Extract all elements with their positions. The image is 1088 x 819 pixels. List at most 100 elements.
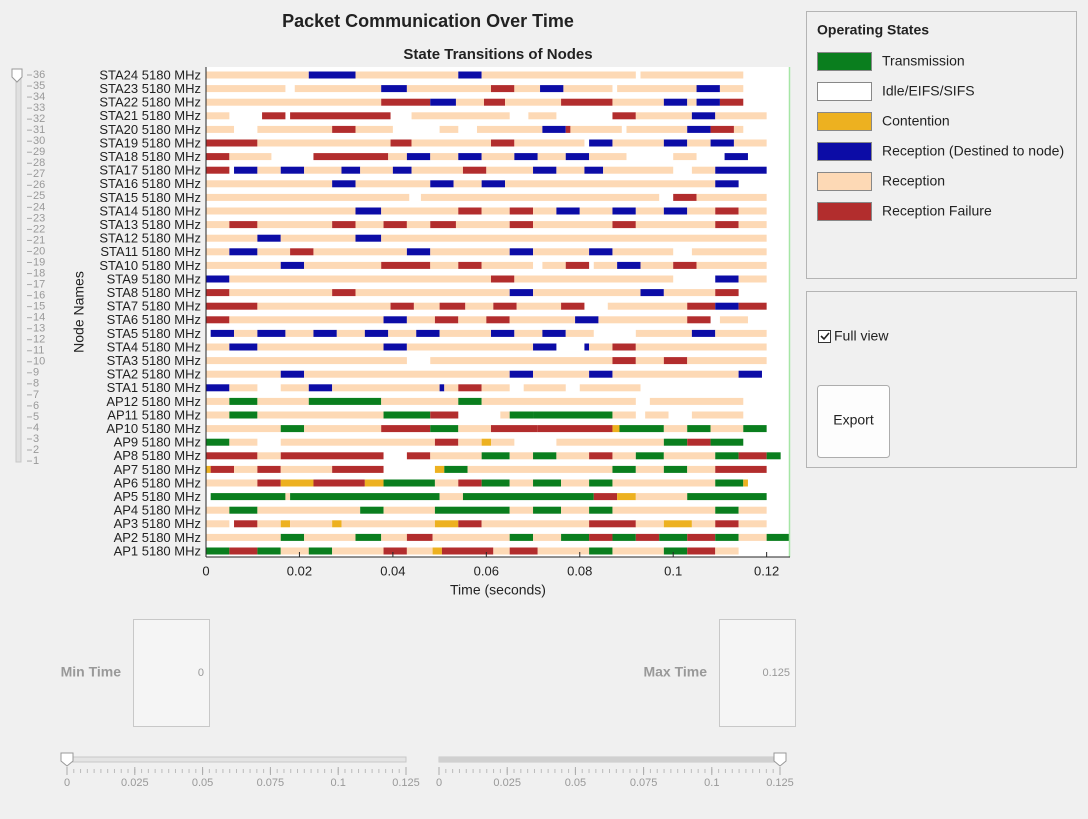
state-segment xyxy=(617,85,697,93)
state-segment xyxy=(257,329,286,337)
state-segment xyxy=(257,465,281,473)
state-segment xyxy=(537,153,566,161)
state-segment xyxy=(691,166,716,174)
state-segment xyxy=(533,370,590,378)
state-segment xyxy=(481,180,506,188)
state-segment xyxy=(432,533,510,541)
state-segment xyxy=(593,261,618,269)
export-label[interactable]: Export xyxy=(833,412,874,428)
row-slider-track[interactable] xyxy=(15,69,22,463)
state-segment xyxy=(458,425,491,433)
max-time-value[interactable]: 0.125 xyxy=(762,667,790,679)
state-segment xyxy=(294,85,382,93)
state-segment xyxy=(383,411,431,419)
state-segment xyxy=(719,98,744,106)
state-segment xyxy=(280,465,333,473)
row-label: STA9 5180 MHz xyxy=(107,271,201,286)
row-label: STA18 5180 MHz xyxy=(99,149,201,164)
state-segment xyxy=(206,248,230,256)
row-slider-label: 6 xyxy=(33,400,39,412)
state-segment xyxy=(229,289,333,297)
state-segment xyxy=(206,452,258,460)
state-segment xyxy=(355,125,393,133)
state-segment xyxy=(715,166,767,174)
state-segment xyxy=(280,166,305,174)
state-segment xyxy=(206,357,407,365)
state-segment xyxy=(206,153,230,161)
time-slider-thumb[interactable] xyxy=(60,752,74,767)
state-segment xyxy=(540,85,564,93)
state-segment xyxy=(336,329,365,337)
state-segment xyxy=(229,506,258,514)
state-segment xyxy=(490,139,515,147)
state-segment xyxy=(434,506,510,514)
row-slider-label: 3 xyxy=(33,433,39,445)
time-slider-thumb[interactable] xyxy=(773,752,787,767)
state-segment xyxy=(687,207,716,215)
slider-tick-label: 0 xyxy=(436,777,442,789)
row-label: STA5 5180 MHz xyxy=(107,326,201,341)
state-segment xyxy=(313,153,389,161)
row-slider-label: 8 xyxy=(33,378,39,390)
state-segment xyxy=(533,452,557,460)
row-slider-label: 12 xyxy=(33,334,45,346)
state-segment xyxy=(229,397,258,405)
time-slider-track[interactable] xyxy=(66,756,407,763)
state-segment xyxy=(691,411,744,419)
state-segment xyxy=(687,302,716,310)
state-segment xyxy=(206,384,230,392)
state-segment xyxy=(355,207,382,215)
state-segment xyxy=(598,316,688,324)
state-segment xyxy=(455,98,484,106)
row-slider-thumb[interactable] xyxy=(11,68,23,83)
state-segment xyxy=(738,452,767,460)
state-segment xyxy=(355,234,382,242)
full-view-label[interactable]: Full view xyxy=(834,328,889,344)
full-view-checkbox[interactable] xyxy=(818,330,831,343)
row-slider-label: 10 xyxy=(33,356,45,368)
state-segment xyxy=(439,493,463,501)
state-segment xyxy=(710,125,734,133)
state-segment xyxy=(476,125,543,133)
state-segment xyxy=(565,329,594,337)
state-segment xyxy=(465,302,494,310)
state-segment xyxy=(406,221,431,229)
state-segment xyxy=(206,397,230,405)
state-segment xyxy=(635,329,692,337)
state-segment xyxy=(206,261,281,269)
state-segment xyxy=(593,493,618,501)
state-segment xyxy=(556,438,664,446)
export-button[interactable] xyxy=(817,385,890,458)
state-segment xyxy=(257,125,333,133)
state-segment xyxy=(687,533,716,541)
x-tick-label: 0.12 xyxy=(754,563,779,578)
state-segment xyxy=(715,221,739,229)
state-segment xyxy=(206,547,230,555)
row-slider-label: 31 xyxy=(33,124,45,136)
slider-tick-label: 0.075 xyxy=(630,777,658,789)
row-label: STA16 5180 MHz xyxy=(99,176,201,191)
min-time-field[interactable] xyxy=(133,619,210,727)
max-time-field[interactable] xyxy=(719,619,796,727)
row-label: AP4 5180 MHz xyxy=(114,503,201,518)
state-segment xyxy=(280,533,305,541)
row-slider-label: 28 xyxy=(33,157,45,169)
state-segment xyxy=(280,261,305,269)
min-time-value[interactable]: 0 xyxy=(198,667,204,679)
state-segment xyxy=(626,125,688,133)
state-segment xyxy=(565,125,571,133)
state-segment xyxy=(556,166,585,174)
row-slider-label: 4 xyxy=(33,422,39,434)
state-segment xyxy=(696,85,720,93)
state-segment xyxy=(635,533,660,541)
row-label: AP8 5180 MHz xyxy=(114,448,201,463)
row-label: STA11 5180 MHz xyxy=(100,244,201,259)
row-label: STA14 5180 MHz xyxy=(99,203,201,218)
state-segment xyxy=(206,343,230,351)
state-segment xyxy=(715,547,739,555)
state-segment xyxy=(430,98,456,106)
state-segment xyxy=(332,289,356,297)
state-segment xyxy=(280,479,314,487)
state-segment xyxy=(533,533,562,541)
state-segment xyxy=(355,289,510,297)
